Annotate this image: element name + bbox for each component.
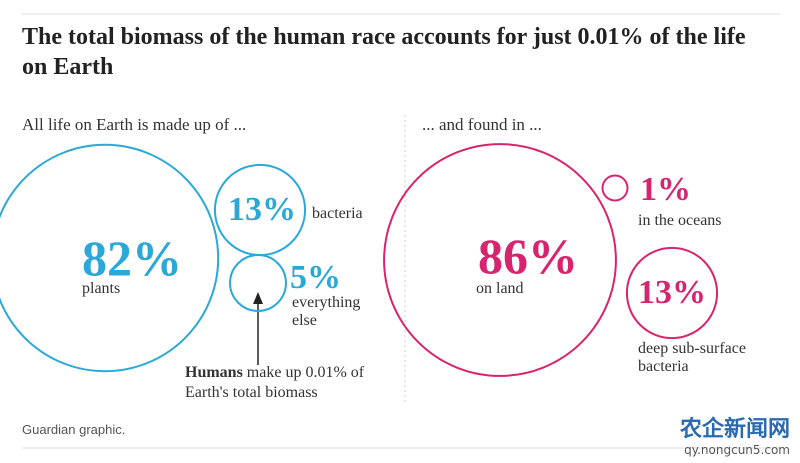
watermark-url: qy.nongcun5.com xyxy=(684,443,790,457)
watermark: 农企新闻网 qy.nongcun5.com xyxy=(680,411,790,457)
bubble xyxy=(229,254,287,312)
arrow-head xyxy=(253,292,263,304)
category-label: everything else xyxy=(292,294,361,329)
subtitle: ... and found in ... xyxy=(422,115,542,134)
source: Guardian graphic. xyxy=(22,422,126,437)
chart-title: The total biomass of the human race acco… xyxy=(22,24,746,80)
watermark-name: 农企新闻网 xyxy=(679,417,790,442)
value-label: 13% xyxy=(638,274,706,311)
category-label: on land xyxy=(476,280,524,297)
bubble xyxy=(601,174,629,202)
annotation-bold: Humans xyxy=(185,364,243,381)
bubble xyxy=(383,143,617,377)
annotation-text: make up 0.01% of Earth's total biomass xyxy=(185,364,365,401)
value-label: 86% xyxy=(478,228,578,284)
category-label: deep sub-surface bacteria xyxy=(638,340,746,375)
bubble xyxy=(0,143,220,373)
value-label: 1% xyxy=(640,171,691,208)
category-label: bacteria xyxy=(312,205,363,222)
annotation: Humans make up 0.01% of Earth's total bi… xyxy=(185,363,390,403)
value-label: 13% xyxy=(228,191,296,228)
subtitle: All life on Earth is made up of ... xyxy=(22,115,247,134)
bubble xyxy=(625,246,719,340)
value-label: 82% xyxy=(82,230,182,286)
value-label: 5% xyxy=(290,259,341,296)
category-label: in the oceans xyxy=(638,212,722,229)
category-label: plants xyxy=(82,280,121,297)
